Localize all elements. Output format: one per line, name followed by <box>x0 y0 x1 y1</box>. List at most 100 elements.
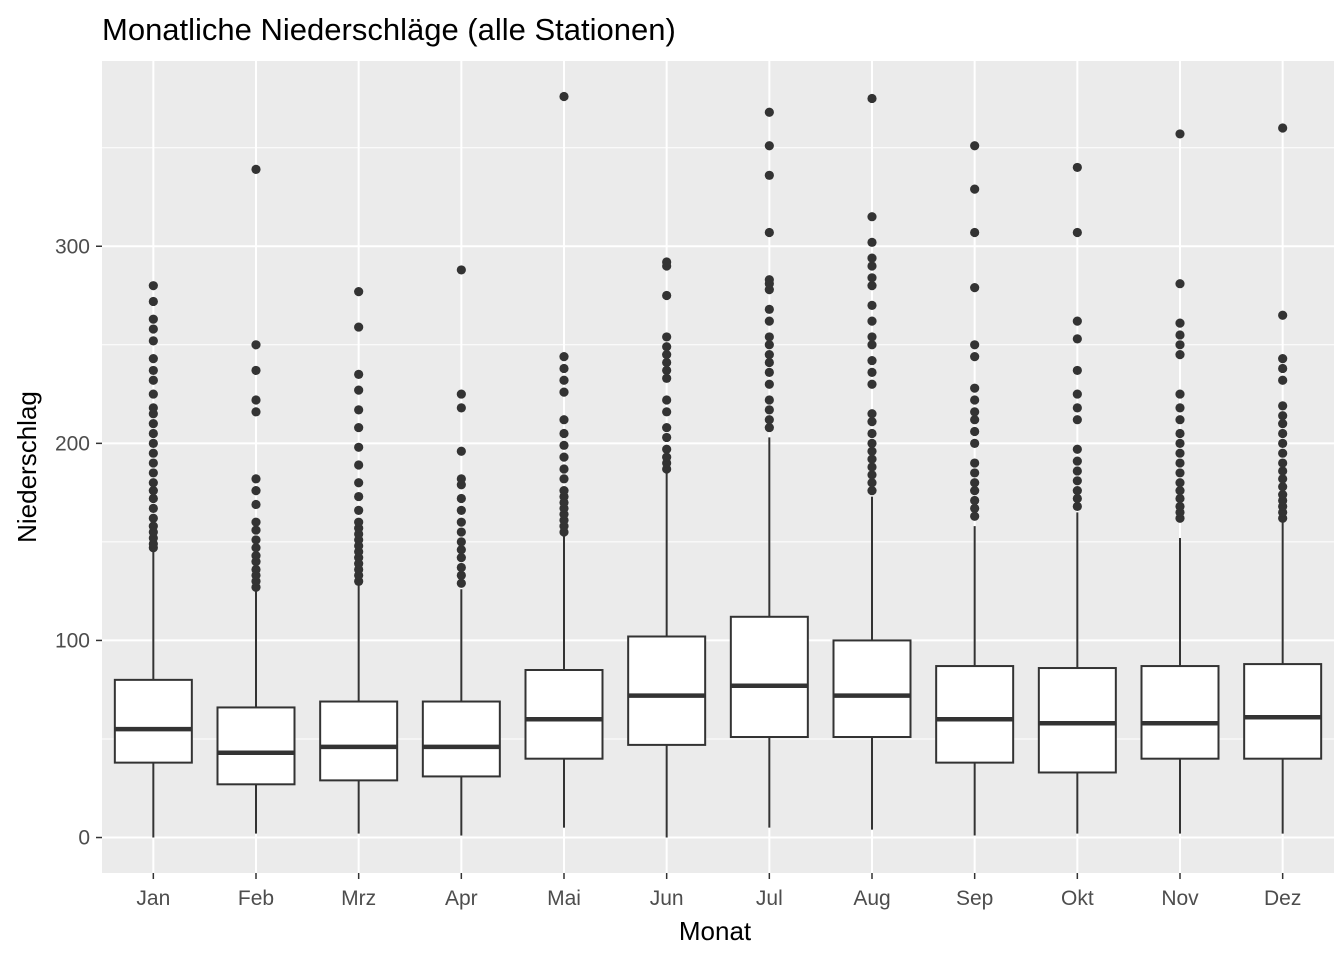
outlier-point <box>148 503 158 513</box>
outlier-point <box>764 367 774 377</box>
outlier-point <box>251 564 261 575</box>
outlier-point <box>148 375 158 385</box>
outlier-point <box>148 336 158 346</box>
outlier-point <box>1072 365 1082 376</box>
outlier-point <box>764 340 774 350</box>
outlier-point <box>1072 316 1082 326</box>
outlier-point <box>1278 310 1288 320</box>
box-iqr <box>935 665 1015 764</box>
outlier-point <box>1072 389 1082 399</box>
outlier-point <box>1175 415 1185 425</box>
outlier-point <box>456 562 466 573</box>
x-tick-label: Sep <box>956 887 993 910</box>
box-iqr <box>113 678 193 764</box>
outlier-point <box>251 517 261 527</box>
outlier-point <box>251 551 261 561</box>
outlier-point <box>148 438 158 448</box>
outlier-point <box>970 395 980 405</box>
outlier-point <box>148 513 158 523</box>
outlier-point <box>1278 401 1288 411</box>
outlier-point <box>867 478 877 488</box>
outlier-point <box>354 460 364 470</box>
outlier-point <box>251 486 261 496</box>
outlier-point <box>970 227 980 238</box>
outlier-point <box>970 468 980 478</box>
outlier-point <box>148 354 158 364</box>
outlier-point <box>764 379 774 389</box>
outlier-point <box>662 290 672 301</box>
outlier-point <box>251 340 261 350</box>
outlier-point <box>456 493 466 504</box>
outlier-point <box>764 316 774 326</box>
outlier-point <box>867 273 877 283</box>
outlier-point <box>1175 318 1185 328</box>
outlier-point <box>1175 478 1185 488</box>
outlier-point <box>354 442 364 452</box>
outlier-point <box>970 511 980 521</box>
x-tick-label: Apr <box>445 887 478 910</box>
outlier-point <box>354 405 364 415</box>
outlier-point <box>662 350 672 360</box>
outlier-point <box>251 525 261 535</box>
outlier-point <box>764 350 774 360</box>
outlier-point <box>148 403 158 413</box>
outlier-point <box>764 332 774 342</box>
outlier-point <box>867 379 877 389</box>
outlier-point <box>1175 350 1185 360</box>
outlier-point <box>662 407 672 417</box>
outlier-point <box>1072 466 1082 476</box>
outlier-point <box>1072 403 1082 413</box>
outlier-point <box>1278 438 1288 448</box>
outlier-point <box>1175 330 1185 340</box>
outlier-point <box>764 422 774 433</box>
outlier-point <box>1175 501 1185 512</box>
box-sep <box>935 141 1015 836</box>
outlier-point <box>662 452 672 462</box>
box-nov <box>1140 129 1220 834</box>
outlier-point <box>559 363 569 374</box>
outlier-point <box>251 365 261 376</box>
outlier-point <box>1278 489 1288 500</box>
outlier-point <box>559 375 569 385</box>
outlier-point <box>867 486 877 496</box>
outlier-point <box>970 415 980 425</box>
outlier-point <box>867 212 877 222</box>
box-iqr <box>832 639 912 739</box>
outlier-point <box>1175 486 1185 496</box>
outlier-point <box>456 389 466 399</box>
outlier-point <box>148 296 158 307</box>
box-dez <box>1243 123 1323 834</box>
outlier-point <box>251 474 261 484</box>
outlier-point <box>1175 493 1185 504</box>
outlier-point <box>251 499 261 510</box>
outlier-point <box>148 478 158 488</box>
outlier-point <box>559 440 569 450</box>
outlier-point <box>1072 162 1082 173</box>
outlier-point <box>970 458 980 468</box>
outlier-point <box>354 517 364 527</box>
outlier-point <box>354 369 364 379</box>
x-tick-label: Jul <box>756 887 783 910</box>
outlier-point <box>1278 363 1288 374</box>
box-iqr <box>216 706 296 786</box>
x-tick-label: Nov <box>1161 887 1199 910</box>
box-iqr <box>1037 667 1117 774</box>
outlier-point <box>1278 375 1288 385</box>
outlier-point <box>148 493 158 504</box>
outlier-point <box>456 505 466 515</box>
outlier-point <box>764 405 774 415</box>
outlier-point <box>867 281 877 291</box>
outlier-point <box>148 281 158 291</box>
outlier-point <box>867 409 877 419</box>
outlier-point <box>1278 411 1288 421</box>
outlier-point <box>1072 456 1082 466</box>
outlier-point <box>1175 279 1185 289</box>
box-feb <box>216 164 296 834</box>
outlier-point <box>970 426 980 437</box>
outlier-point <box>867 261 877 271</box>
outlier-point <box>456 553 466 563</box>
outlier-point <box>764 415 774 425</box>
outlier-point <box>559 415 569 425</box>
box-apr <box>421 265 501 836</box>
